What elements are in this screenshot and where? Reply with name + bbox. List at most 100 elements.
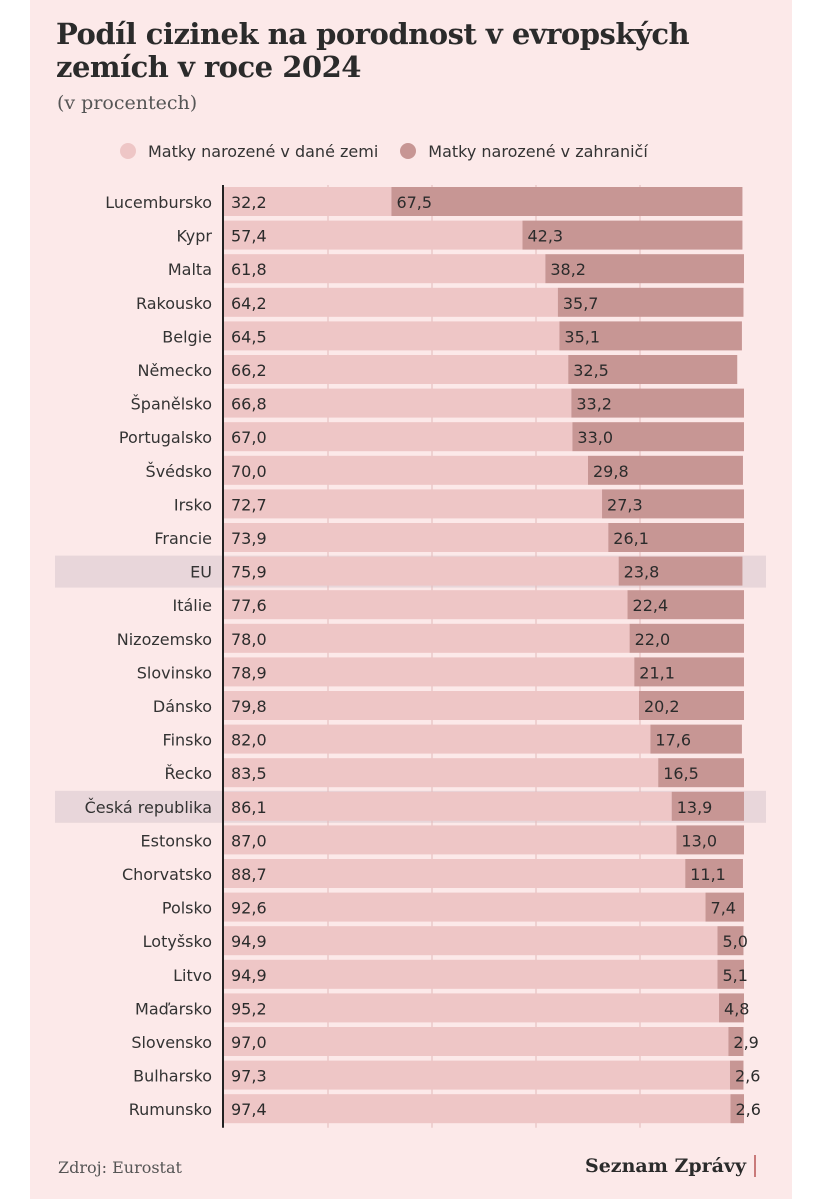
bar-domestic: [224, 388, 572, 418]
bar-foreign: [588, 455, 743, 485]
bar-foreign: [685, 859, 743, 888]
category-label: Estonsko: [141, 831, 212, 850]
value-label-foreign: 17,6: [655, 731, 691, 750]
bar-domestic: [224, 791, 672, 821]
bar-foreign: [629, 623, 744, 653]
category-label: Chorvatsko: [122, 865, 212, 884]
value-label-foreign: 2,6: [735, 1100, 760, 1119]
chart-title: Podíl cizinek na porodnost v evropských …: [56, 17, 690, 84]
category-label: Dánsko: [153, 697, 212, 716]
value-label-domestic: 97,4: [231, 1100, 267, 1119]
bar-domestic: [224, 724, 651, 754]
value-label-foreign: 22,4: [633, 596, 669, 615]
value-label-domestic: 73,9: [231, 529, 267, 548]
value-label-domestic: 83,5: [231, 764, 267, 783]
value-label-domestic: 87,0: [231, 831, 267, 850]
category-label: Francie: [154, 529, 212, 548]
bar-foreign: [671, 791, 744, 821]
value-label-foreign: 11,1: [690, 865, 726, 884]
bar-domestic: [224, 691, 639, 720]
value-label-foreign: 16,5: [663, 764, 699, 783]
value-label-foreign: 21,1: [639, 663, 675, 682]
bar-foreign: [634, 657, 744, 687]
value-label-domestic: 67,0: [231, 428, 267, 447]
bar-domestic: [224, 959, 718, 989]
category-label: Lotyšsko: [143, 932, 212, 951]
category-label: EU: [190, 563, 212, 582]
legend-label-domestic: Matky narozené v dané zemi: [148, 141, 379, 161]
legend-swatch-foreign: [400, 143, 417, 159]
bar-foreign: [728, 1027, 744, 1056]
value-label-domestic: 82,0: [231, 731, 267, 750]
bar-foreign: [602, 489, 744, 519]
value-label-foreign: 32,5: [573, 361, 609, 380]
value-label-foreign: 29,8: [593, 462, 629, 481]
bar-domestic: [224, 422, 573, 452]
bar-domestic: [224, 758, 659, 788]
bar-foreign: [557, 287, 744, 317]
value-label-domestic: 75,9: [231, 563, 267, 582]
bar-domestic: [224, 993, 720, 1023]
category-label: Španělsko: [131, 395, 212, 414]
category-label: Finsko: [163, 731, 212, 750]
legend-item-foreign: Matky narozené v zahraničí: [400, 142, 648, 161]
bar-domestic: [224, 1094, 731, 1124]
category-label: Švédsko: [146, 462, 212, 481]
value-label-foreign: 38,2: [550, 260, 586, 279]
bar-domestic: [224, 287, 558, 317]
value-label-foreign: 23,8: [624, 563, 660, 582]
bar-foreign: [568, 355, 738, 384]
bar-domestic: [224, 590, 628, 620]
value-label-foreign: 5,1: [722, 966, 747, 985]
bar-domestic: [224, 489, 603, 519]
bar-foreign: [650, 724, 742, 754]
value-label-foreign: 2,6: [735, 1067, 760, 1086]
bar-domestic: [224, 1027, 729, 1056]
category-label: Slovensko: [131, 1033, 212, 1052]
bar-domestic: [224, 523, 609, 552]
value-label-domestic: 97,0: [231, 1033, 267, 1052]
bar-foreign: [618, 556, 743, 586]
category-label: Bulharsko: [133, 1067, 212, 1086]
bar-domestic: [224, 220, 523, 250]
category-label: Slovinsko: [137, 663, 212, 682]
category-label: Česká republika: [85, 798, 212, 817]
value-label-foreign: 2,9: [733, 1033, 758, 1052]
value-label-domestic: 86,1: [231, 798, 267, 817]
bar-domestic: [224, 321, 560, 351]
bar-foreign: [571, 388, 744, 418]
value-label-foreign: 33,2: [576, 395, 612, 414]
bar-foreign: [717, 926, 744, 956]
value-label-foreign: 13,9: [677, 798, 713, 817]
value-label-domestic: 61,8: [231, 260, 267, 279]
bar-domestic: [224, 892, 706, 922]
value-label-foreign: 42,3: [527, 227, 563, 246]
bar-foreign: [719, 993, 744, 1023]
bar-foreign: [638, 691, 744, 720]
value-label-domestic: 66,8: [231, 395, 267, 414]
bar-foreign: [559, 321, 742, 351]
bar-foreign: [658, 758, 744, 788]
value-label-domestic: 78,0: [231, 630, 267, 649]
value-label-foreign: 35,7: [563, 294, 599, 313]
category-label: Maďarsko: [135, 999, 212, 1018]
category-label: Polsko: [162, 899, 212, 918]
category-label: Rakousko: [136, 294, 212, 313]
legend-swatch-domestic: [120, 143, 136, 159]
category-label: Portugalsko: [119, 428, 212, 447]
value-label-foreign: 22,0: [635, 630, 671, 649]
legend: Matky narozené v dané zemi Matky narozen…: [120, 139, 670, 163]
bar-foreign: [705, 892, 744, 922]
bar-domestic: [224, 254, 546, 284]
value-label-foreign: 5,0: [722, 932, 747, 951]
bar-foreign: [545, 254, 744, 284]
bar-foreign: [522, 220, 743, 250]
value-label-domestic: 32,2: [231, 193, 267, 212]
brand-logo: Seznam Zprávy: [585, 1155, 756, 1177]
value-label-foreign: 20,2: [644, 697, 680, 716]
bar-foreign: [676, 825, 744, 855]
value-label-domestic: 92,6: [231, 899, 267, 918]
value-label-domestic: 88,7: [231, 865, 267, 884]
category-label: Litvo: [173, 966, 212, 985]
